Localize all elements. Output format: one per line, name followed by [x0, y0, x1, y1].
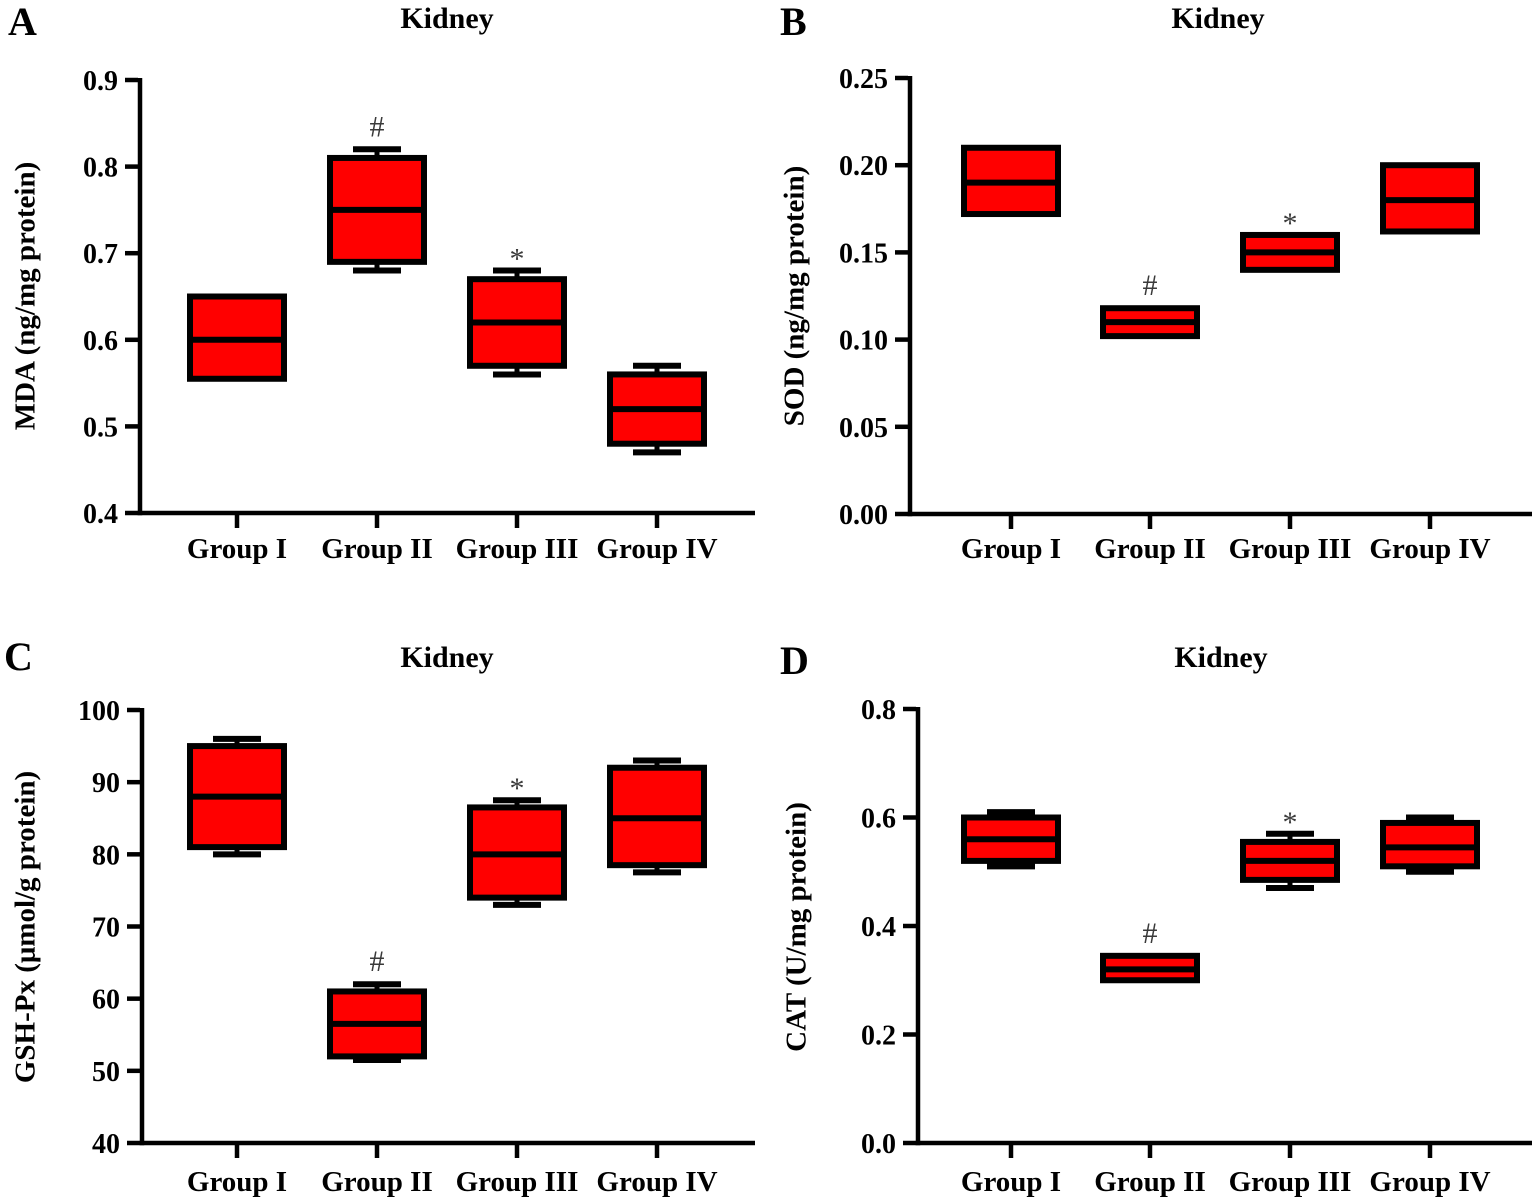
panel-a: A Kidney MDA (ng/mg protein) 0.4 0.5 0.6 0.…	[0, 0, 767, 601]
panel-b-title: Kidney	[1171, 2, 1265, 35]
panel-d: D Kidney CAT (U/mg protein) 0.0 0.2 0.4 0.6…	[768, 601, 1535, 1202]
y-axis-tick-label: 0.8	[83, 153, 118, 184]
y-axis-tick-label: 0.25	[839, 64, 888, 95]
x-axis-group-label: Group III	[1229, 533, 1352, 565]
panel-c-title: Kidney	[400, 641, 494, 674]
panel-c-boxplot-canvas: 40 50 60 70 80 90 100 Group I Group II Group III G…	[78, 696, 755, 1198]
significance-annotation: #	[370, 945, 385, 978]
x-axis-group-label: Group IV	[596, 533, 717, 565]
significance-annotation: #	[1143, 917, 1158, 950]
y-axis-tick-label: 90	[92, 768, 120, 799]
significance-annotation: #	[370, 110, 385, 143]
x-axis-group-label: Group III	[1229, 1166, 1352, 1198]
significance-annotation: *	[1283, 207, 1298, 240]
y-axis-tick-label: 0.6	[861, 804, 896, 835]
y-axis-tick-label: 0.00	[839, 500, 888, 531]
x-axis-group-label: Group II	[1094, 533, 1205, 565]
y-axis-tick-label: 0.7	[83, 239, 118, 270]
x-axis-group-label: Group I	[961, 533, 1061, 565]
y-axis-tick-label: 0.8	[861, 695, 896, 726]
y-axis-tick-label: 0.4	[861, 912, 896, 943]
y-axis-tick-label: 70	[92, 913, 120, 944]
y-axis-tick-label: 0.05	[839, 413, 888, 444]
x-axis-group-label: Group III	[456, 1166, 579, 1198]
panel-b-boxplot-canvas: 0.00 0.05 0.10 0.15 0.20 0.25 Group I Group II G…	[839, 64, 1532, 565]
x-axis-group-label: Group II	[321, 533, 432, 565]
panel-d-title: Kidney	[1174, 641, 1268, 674]
significance-annotation: *	[1283, 806, 1298, 839]
panel-d-letter: D	[780, 638, 809, 683]
x-axis-group-label: Group III	[456, 533, 579, 565]
x-axis-group-label: Group I	[961, 1166, 1061, 1198]
y-axis-tick-label: 0.5	[83, 412, 118, 443]
panel-d-boxplot-canvas: 0.0 0.2 0.4 0.6 0.8 Group I Group II Group III G…	[861, 695, 1532, 1198]
panel-c-letter: C	[4, 634, 33, 679]
y-axis-tick-label: 0.6	[83, 326, 118, 357]
x-axis-group-label: Group I	[187, 533, 287, 565]
y-axis-tick-label: 80	[92, 840, 120, 871]
y-axis-tick-label: 0.2	[861, 1021, 896, 1052]
significance-annotation: *	[510, 772, 525, 805]
y-axis-tick-label: 0.4	[83, 499, 118, 530]
significance-annotation: #	[1143, 269, 1158, 302]
x-axis-group-label: Group IV	[596, 1166, 717, 1198]
y-axis-tick-label: 0.15	[839, 238, 888, 269]
y-axis-tick-label: 0.20	[839, 151, 888, 182]
x-axis-group-label: Group IV	[1369, 533, 1490, 565]
y-axis-tick-label: 0.0	[861, 1129, 896, 1160]
panel-c: C Kidney GSH-Px (μmol/g protein) 40 50 60 7…	[0, 601, 767, 1202]
y-axis-tick-label: 50	[92, 1057, 120, 1088]
panel-a-boxplot-canvas: 0.4 0.5 0.6 0.7 0.8 0.9 Group I Group II Group I…	[83, 66, 755, 565]
y-axis-tick-label: 0.10	[839, 326, 888, 357]
y-axis-tick-label: 40	[92, 1129, 120, 1160]
x-axis-group-label: Group I	[187, 1166, 287, 1198]
panel-b-letter: B	[780, 0, 807, 44]
panel-a-letter: A	[8, 0, 37, 44]
y-axis-tick-label: 60	[92, 985, 120, 1016]
y-axis-tick-label: 100	[78, 696, 120, 727]
x-axis-group-label: Group II	[321, 1166, 432, 1198]
panel-b: B Kidney SOD (ng/mg protein) 0.00 0.05 0.1…	[768, 0, 1535, 601]
panel-a-title: Kidney	[400, 2, 494, 35]
significance-annotation: *	[510, 243, 525, 276]
x-axis-group-label: Group II	[1094, 1166, 1205, 1198]
x-axis-group-label: Group IV	[1369, 1166, 1490, 1198]
y-axis-tick-label: 0.9	[83, 66, 118, 97]
